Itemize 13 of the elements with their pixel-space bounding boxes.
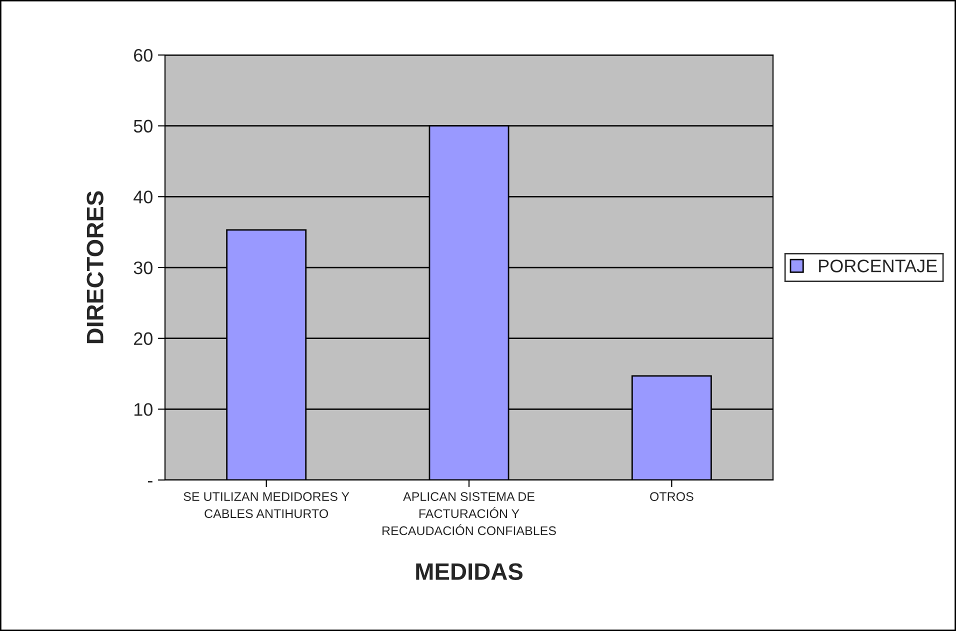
y-tick-label: 60	[134, 48, 152, 62]
y-tick-label: 30	[134, 261, 152, 274]
x-tick-label: APLICAN SISTEMA DE FACTURACIÓN Y RECAUDACIÓN CONFIABLES	[382, 492, 556, 536]
x-tick-label: OTROS	[650, 492, 694, 501]
y-tick-label: 10	[134, 403, 152, 416]
y-tick-label: 40	[134, 190, 152, 204]
y-tick-label: 20	[134, 332, 152, 346]
y-axis-title: DIRECTORES	[86, 191, 104, 344]
legend-label: PORCENTAJE	[819, 260, 937, 272]
x-axis-title: MEDIDAS	[416, 563, 523, 580]
x-tick-label: SE UTILIZAN MEDIDORES Y CABLES ANTIHURTO	[184, 492, 350, 518]
y-tick-label: 50	[134, 120, 152, 133]
y-tick-label: -	[148, 481, 152, 482]
